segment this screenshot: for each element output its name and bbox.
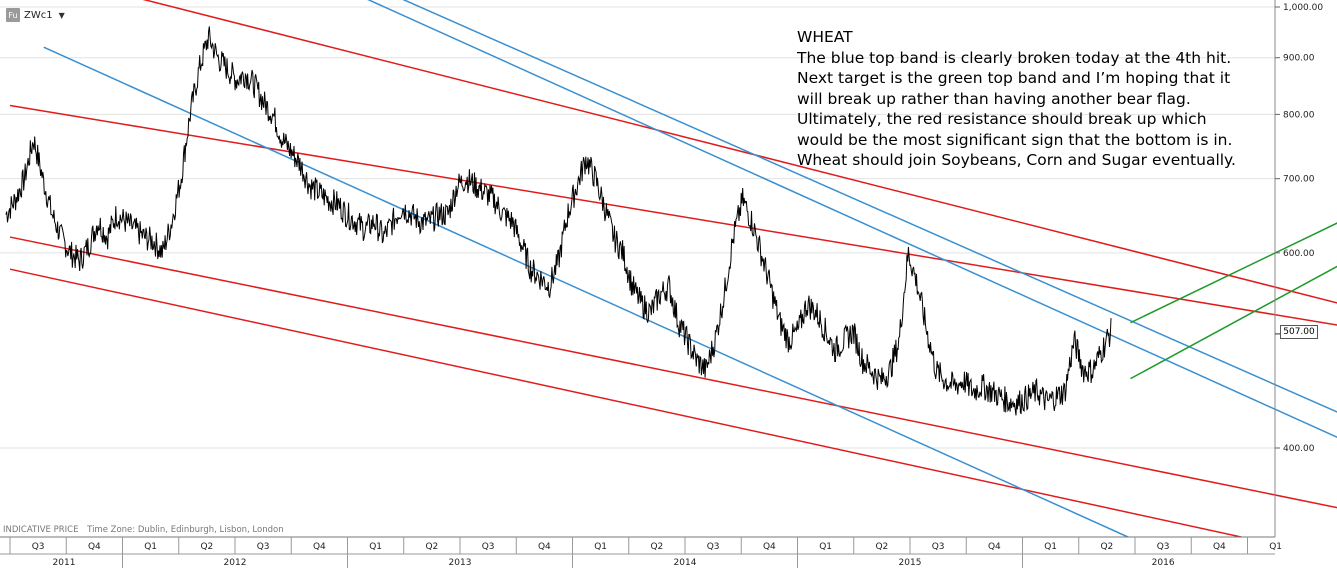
- trend-lines[interactable]: [9, 0, 1337, 568]
- red-trendline-3[interactable]: [10, 0, 1337, 304]
- green-trendline-7[interactable]: [1130, 265, 1337, 380]
- quarter-label: Q4: [1213, 542, 1226, 552]
- red-trendline-1[interactable]: [9, 236, 1337, 509]
- quarter-label: Q3: [257, 542, 270, 552]
- blue-trendline-4[interactable]: [43, 46, 1203, 568]
- futures-icon: Fu: [6, 8, 20, 22]
- quarter-label: Q1: [1044, 542, 1057, 552]
- quarter-label: Q1: [594, 542, 607, 552]
- quarter-label: Q3: [482, 542, 495, 552]
- quarter-label: Q4: [763, 542, 776, 552]
- year-label: 2014: [674, 558, 697, 568]
- red-trendline-2[interactable]: [9, 268, 1337, 559]
- year-label: 2011: [53, 558, 76, 568]
- price-line: [5, 26, 1112, 416]
- quarter-label: Q2: [650, 542, 663, 552]
- quarter-label: Q2: [425, 542, 438, 552]
- quarter-label: Q4: [88, 542, 101, 552]
- blue-trendline-6[interactable]: [336, 0, 1337, 413]
- y-tick-label: 700.00: [1283, 175, 1315, 185]
- footer-note: INDICATIVE PRICE Time Zone: Dublin, Edin…: [3, 525, 290, 535]
- green-trendline-8[interactable]: [1130, 222, 1337, 324]
- symbol-bar[interactable]: Fu ZWc1 ▼: [6, 7, 65, 23]
- quarter-label: Q3: [932, 542, 945, 552]
- quarter-label: Q1: [144, 542, 157, 552]
- annotation-title: WHEAT: [797, 28, 853, 46]
- quarter-label: Q4: [538, 542, 551, 552]
- year-label: 2016: [1152, 558, 1175, 568]
- year-label: 2015: [899, 558, 922, 568]
- quarter-label: Q3: [707, 542, 720, 552]
- price-series: [5, 26, 1112, 416]
- grid-lines: [0, 6, 1275, 449]
- last-price-label: 507.00: [1280, 325, 1318, 339]
- quarter-label: Q4: [313, 542, 326, 552]
- annotation-body: The blue top band is clearly broken toda…: [797, 48, 1236, 170]
- year-label: 2012: [224, 558, 247, 568]
- indicative-price-label: INDICATIVE PRICE: [3, 525, 79, 535]
- y-axis: 1,000.00 900.00 800.00 700.00 600.00 400.00: [1274, 0, 1323, 537]
- year-label: 2013: [449, 558, 472, 568]
- chart-annotation: WHEAT The blue top band is clearly broke…: [797, 27, 1237, 171]
- quarter-label: Q3: [32, 542, 45, 552]
- timezone-label: Time Zone: Dublin, Edinburgh, Lisbon, Lo…: [87, 525, 284, 535]
- y-tick-label: 800.00: [1283, 110, 1315, 120]
- quarter-label: Q1: [819, 542, 832, 552]
- y-tick-label: 900.00: [1283, 54, 1315, 64]
- x-axis: Q3 Q4 Q1 Q2 Q3 Q4 Q1 Q2 Q3 Q4 Q1 Q2 Q3 Q4 Q1 Q2 Q3 Q4 Q1 Q2…: [0, 536, 1337, 568]
- quarter-label: Q2: [875, 542, 888, 552]
- y-tick-label: 400.00: [1283, 444, 1315, 454]
- red-trendline-0[interactable]: [9, 104, 1337, 326]
- quarter-label: Q1: [369, 542, 382, 552]
- x-axis-band: [0, 537, 1337, 568]
- y-tick-label: 600.00: [1283, 249, 1315, 259]
- quarter-label: Q2: [200, 542, 213, 552]
- quarter-label: Q2: [1100, 542, 1113, 552]
- y-tick-label: 1,000.00: [1283, 3, 1323, 13]
- symbol-name[interactable]: ZWc1: [24, 9, 53, 21]
- quarter-label: Q1: [1269, 542, 1282, 552]
- blue-trendline-5[interactable]: [303, 0, 1337, 439]
- quarter-label: Q4: [988, 542, 1001, 552]
- quarter-label: Q3: [1157, 542, 1170, 552]
- chevron-down-icon[interactable]: ▼: [58, 10, 65, 20]
